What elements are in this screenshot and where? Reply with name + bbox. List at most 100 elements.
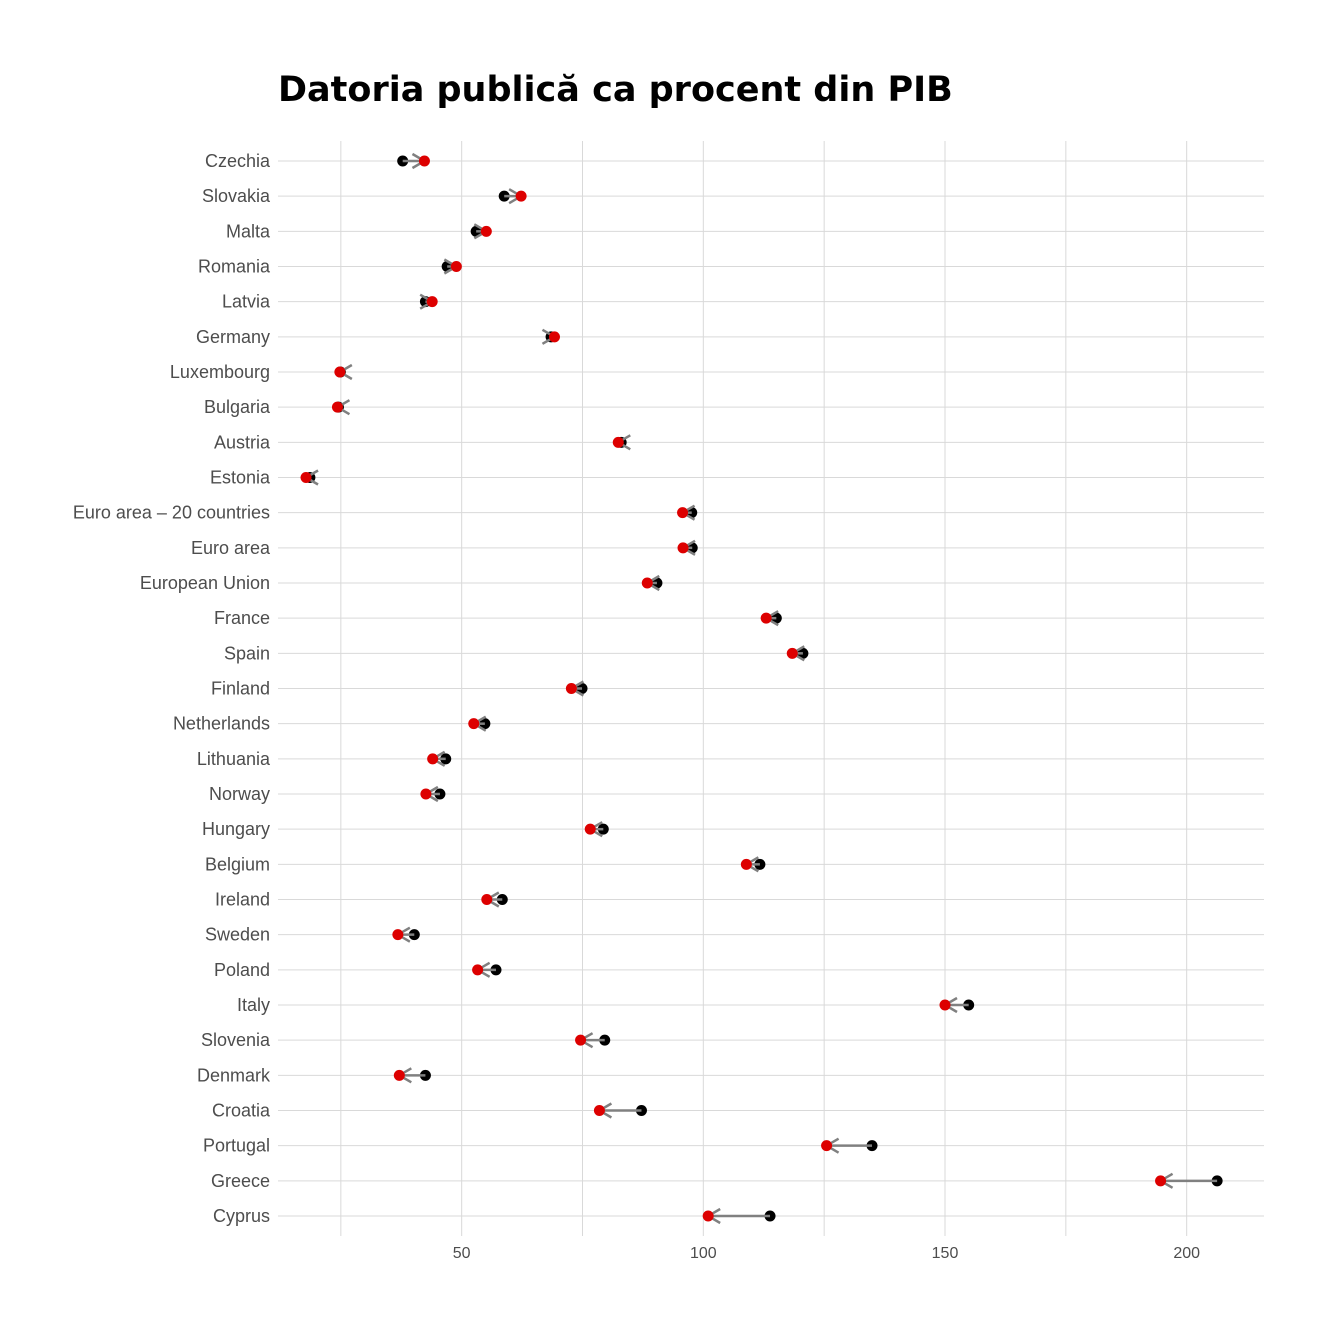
row-mark	[331, 399, 351, 416]
category-label: Croatia	[212, 1101, 271, 1121]
row-mark	[419, 293, 438, 310]
category-label: Estonia	[210, 468, 271, 488]
category-label: Hungary	[202, 819, 270, 839]
row-mark	[593, 1102, 647, 1119]
row-mark	[300, 469, 319, 486]
end-point	[393, 1069, 405, 1081]
category-label: Italy	[237, 995, 270, 1015]
end-point	[565, 683, 577, 694]
category-label: Czechia	[205, 151, 271, 171]
chart-title: Datoria publică ca procent din PIB	[278, 70, 953, 110]
end-point	[593, 1105, 605, 1116]
data-marks	[300, 152, 1223, 1225]
end-point	[418, 155, 430, 167]
end-point	[1155, 1175, 1167, 1187]
x-tick-label: 100	[690, 1245, 717, 1262]
end-point	[515, 190, 527, 202]
category-label: Belgium	[205, 854, 270, 874]
row-mark	[420, 785, 446, 803]
row-mark	[541, 328, 560, 345]
row-mark	[641, 574, 663, 592]
end-point	[331, 401, 343, 413]
category-label: Slovenia	[201, 1030, 271, 1050]
category-label: Romania	[198, 257, 271, 277]
row-mark	[393, 1067, 431, 1084]
category-label: Ireland	[215, 890, 270, 910]
row-mark	[760, 610, 782, 627]
end-point	[468, 718, 480, 730]
end-point	[760, 612, 772, 624]
end-point	[426, 296, 438, 308]
end-point	[427, 753, 439, 765]
row-mark	[740, 856, 766, 873]
category-labels: Czechia Slovakia Malta Romania Latvia Germany…	[73, 151, 271, 1226]
end-point	[584, 823, 596, 835]
x-tick-label: 200	[1173, 1245, 1200, 1262]
category-label: Euro area – 20 countries	[73, 503, 270, 523]
end-point	[702, 1210, 714, 1222]
row-mark	[786, 645, 809, 662]
category-label: Lithuania	[197, 749, 271, 769]
row-mark	[392, 926, 420, 943]
row-mark	[468, 715, 491, 732]
end-point	[548, 331, 560, 343]
category-label: Portugal	[203, 1136, 270, 1156]
x-tick-label: 150	[932, 1245, 959, 1262]
end-point	[480, 225, 492, 237]
end-point	[472, 964, 484, 976]
end-point	[677, 507, 689, 519]
row-mark	[584, 821, 609, 838]
category-label: Cyprus	[213, 1206, 270, 1226]
row-mark	[612, 434, 631, 451]
end-point	[612, 436, 624, 448]
category-label: Netherlands	[173, 714, 270, 734]
category-label: Austria	[214, 432, 271, 452]
end-point	[392, 929, 404, 941]
end-point	[740, 858, 752, 870]
category-label: European Union	[140, 573, 270, 593]
row-mark	[821, 1137, 878, 1154]
row-mark	[498, 188, 527, 205]
category-label: Denmark	[197, 1065, 271, 1085]
category-label: Finland	[211, 679, 270, 699]
end-point	[575, 1034, 587, 1046]
end-point	[786, 647, 798, 659]
row-mark	[677, 504, 698, 521]
row-mark	[565, 680, 588, 697]
end-point	[641, 577, 653, 589]
category-label: Sweden	[205, 925, 270, 945]
row-mark	[1155, 1172, 1223, 1189]
category-label: Luxembourg	[170, 362, 270, 382]
end-point	[939, 999, 951, 1011]
row-mark	[427, 750, 452, 767]
category-label: Spain	[224, 643, 270, 663]
end-point	[420, 788, 432, 800]
category-label: Slovakia	[202, 186, 271, 206]
category-label: Euro area	[191, 538, 271, 558]
category-label: Poland	[214, 960, 270, 980]
row-mark	[441, 258, 462, 275]
category-label: Latvia	[222, 292, 271, 312]
end-point	[481, 894, 493, 905]
row-mark	[939, 996, 975, 1014]
end-point	[677, 542, 689, 554]
end-point	[821, 1140, 833, 1152]
row-mark	[677, 539, 698, 556]
x-tick-label: 50	[453, 1245, 471, 1262]
row-mark	[334, 363, 353, 381]
row-mark	[575, 1032, 611, 1049]
end-point	[334, 366, 346, 378]
row-mark	[472, 961, 502, 978]
category-label: Norway	[209, 784, 270, 804]
category-label: Bulgaria	[204, 397, 271, 417]
category-label: France	[214, 608, 270, 628]
row-mark	[702, 1207, 776, 1225]
row-mark	[397, 152, 430, 170]
row-mark	[481, 891, 508, 908]
category-label: Malta	[226, 221, 271, 241]
category-label: Germany	[196, 327, 270, 347]
x-axis-ticks: 50 100 150 200	[453, 1245, 1200, 1262]
row-mark	[470, 223, 492, 240]
end-point	[300, 472, 312, 483]
